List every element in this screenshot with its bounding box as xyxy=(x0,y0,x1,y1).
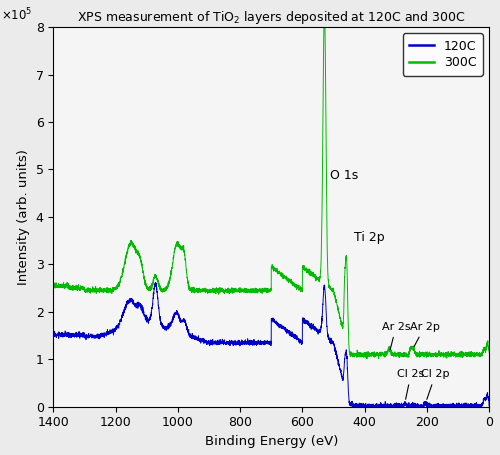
120C xyxy=(367,404,373,410)
120C xyxy=(50,331,56,337)
300C xyxy=(486,349,492,355)
300C xyxy=(258,288,264,293)
Line: 300C: 300C xyxy=(54,5,489,359)
120C xyxy=(234,339,239,345)
Text: Ar 2p: Ar 2p xyxy=(410,322,440,346)
300C xyxy=(50,282,56,287)
Text: Cl 2p: Cl 2p xyxy=(421,369,450,399)
300C xyxy=(367,354,373,359)
Line: 120C: 120C xyxy=(54,283,489,407)
Text: Cl 2s: Cl 2s xyxy=(398,369,424,399)
Y-axis label: Intensity (arb. units): Intensity (arb. units) xyxy=(17,149,30,285)
Text: $\times 10^5$: $\times 10^5$ xyxy=(1,7,32,23)
120C xyxy=(486,403,492,409)
300C xyxy=(364,356,370,362)
300C xyxy=(237,288,243,293)
300C xyxy=(451,350,457,355)
120C xyxy=(451,404,457,410)
120C xyxy=(152,280,158,285)
Legend: 120C, 300C: 120C, 300C xyxy=(402,33,483,76)
300C xyxy=(234,288,239,293)
Text: O 1s: O 1s xyxy=(330,169,358,182)
120C xyxy=(258,338,264,343)
Title: XPS measurement of TiO$_2$ layers deposited at 120C and 300C: XPS measurement of TiO$_2$ layers deposi… xyxy=(77,10,466,26)
300C xyxy=(322,3,328,8)
X-axis label: Binding Energy (eV): Binding Energy (eV) xyxy=(204,435,338,448)
120C xyxy=(349,404,355,410)
Text: Ar 2s: Ar 2s xyxy=(382,322,410,349)
120C xyxy=(473,402,479,407)
120C xyxy=(237,340,243,345)
Text: Ti 2p: Ti 2p xyxy=(354,231,384,243)
300C xyxy=(473,351,479,357)
